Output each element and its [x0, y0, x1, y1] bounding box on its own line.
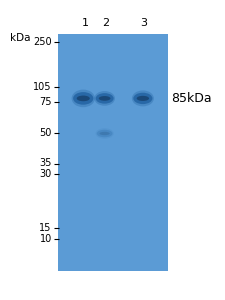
Text: 1: 1: [82, 18, 89, 28]
Ellipse shape: [133, 93, 153, 104]
Text: 10: 10: [40, 233, 52, 244]
Text: 105: 105: [33, 82, 52, 92]
Text: 250: 250: [33, 37, 52, 47]
Ellipse shape: [99, 132, 110, 135]
Text: 85kDa: 85kDa: [171, 92, 212, 105]
Ellipse shape: [72, 90, 95, 107]
Ellipse shape: [73, 92, 93, 105]
Ellipse shape: [97, 130, 112, 137]
Ellipse shape: [96, 93, 114, 104]
Text: 2: 2: [102, 18, 109, 28]
Text: 30: 30: [40, 169, 52, 179]
Text: kDa: kDa: [10, 33, 31, 43]
Ellipse shape: [94, 91, 115, 106]
Ellipse shape: [77, 96, 90, 101]
Ellipse shape: [132, 90, 154, 106]
Text: 75: 75: [39, 97, 52, 107]
Ellipse shape: [99, 96, 110, 101]
Text: 50: 50: [39, 128, 52, 139]
Ellipse shape: [137, 96, 149, 101]
Text: 35: 35: [39, 158, 52, 169]
Bar: [58, 34, 168, 271]
Ellipse shape: [96, 128, 114, 139]
Text: 3: 3: [140, 18, 148, 28]
Text: 15: 15: [39, 223, 52, 233]
